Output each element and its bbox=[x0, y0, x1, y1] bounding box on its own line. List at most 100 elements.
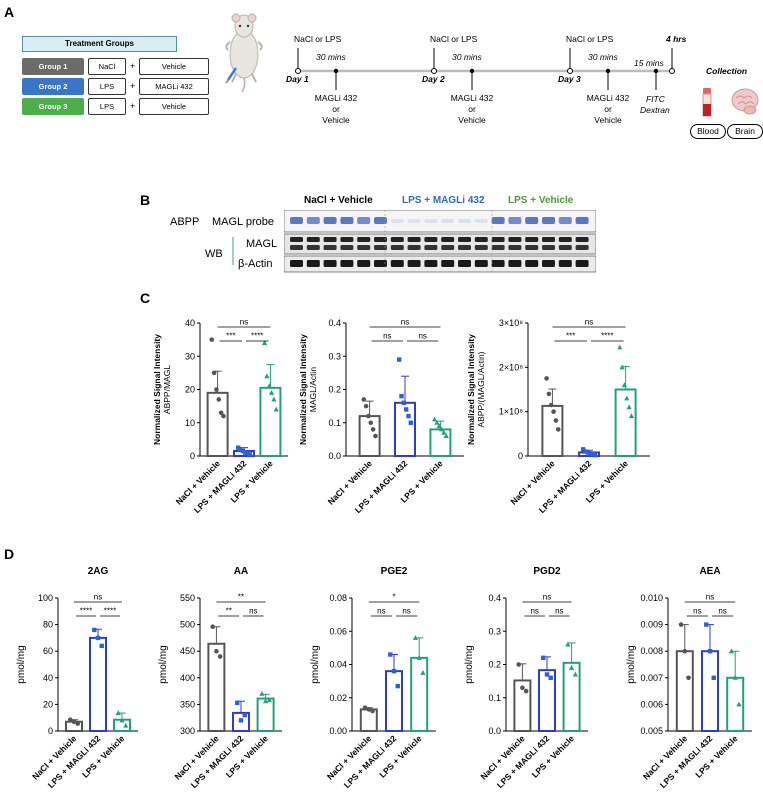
abpp-band bbox=[374, 217, 387, 224]
y-tick-label: 0.0 bbox=[488, 726, 501, 736]
data-point bbox=[370, 427, 376, 432]
drug-label-2: MAGLi 432 or Vehicle bbox=[448, 93, 496, 126]
injection-label-2: NaCl or LPS bbox=[430, 34, 478, 44]
y-axis-sublabel: MAGL/Actin bbox=[308, 367, 318, 413]
data-point bbox=[119, 717, 125, 723]
drug-label-line: Vehicle bbox=[322, 115, 350, 125]
magl-band bbox=[357, 237, 371, 242]
data-point bbox=[216, 397, 222, 402]
y-tick-label: 30 bbox=[185, 351, 195, 361]
significance-label: ns bbox=[402, 607, 410, 616]
magl-band bbox=[525, 237, 539, 242]
data-point bbox=[736, 701, 742, 707]
magl-band bbox=[441, 245, 455, 250]
data-point bbox=[67, 717, 73, 722]
actin-band bbox=[407, 260, 421, 267]
data-point bbox=[366, 707, 372, 712]
y-axis-label: Normalized Signal Intensity bbox=[298, 334, 308, 445]
group-first-2: LPS bbox=[88, 78, 126, 95]
data-point bbox=[217, 654, 223, 659]
y-axis-label: Normalized Signal Intensity bbox=[466, 334, 476, 445]
data-point bbox=[266, 697, 272, 703]
data-point bbox=[592, 452, 598, 458]
abpp-band bbox=[508, 217, 522, 224]
actin-band bbox=[357, 260, 371, 267]
magl-band bbox=[340, 237, 354, 242]
data-point bbox=[373, 433, 378, 439]
y-tick-label: 0 bbox=[48, 726, 53, 736]
data-point bbox=[624, 395, 630, 401]
abpp-band bbox=[575, 217, 589, 224]
magl-band bbox=[390, 237, 404, 242]
y-tick-label: 80 bbox=[43, 620, 53, 630]
y-tick-label: 0.3 bbox=[328, 351, 341, 361]
drug-label-1: MAGLi 432 or Vehicle bbox=[312, 93, 360, 126]
y-tick-label: 0.007 bbox=[640, 673, 663, 683]
data-point bbox=[388, 652, 393, 657]
data-point bbox=[443, 433, 449, 439]
end-marker bbox=[669, 68, 675, 74]
actin-band bbox=[542, 260, 555, 267]
data-point bbox=[682, 648, 688, 654]
drug-marker-3 bbox=[605, 68, 611, 74]
significance-label: ns bbox=[249, 607, 257, 616]
data-point bbox=[245, 450, 250, 455]
abpp-band bbox=[474, 219, 488, 223]
chart-title: 2AG bbox=[88, 566, 109, 577]
data-point bbox=[548, 402, 554, 408]
blot-actin-label: β-Actin bbox=[238, 258, 273, 270]
y-tick-label: 3×10⁸ bbox=[499, 318, 523, 328]
data-point bbox=[95, 635, 101, 641]
data-point bbox=[704, 622, 709, 627]
abpp-band bbox=[525, 217, 539, 224]
abpp-band bbox=[458, 219, 471, 223]
chart-8: 0.005 0.006 0.007 0.008 0.009 0.010 pmol/mg AEA… bbox=[626, 566, 752, 790]
y-tick-label: 0.1 bbox=[488, 693, 501, 703]
magl-band bbox=[424, 245, 438, 250]
bar bbox=[206, 391, 229, 458]
actin-band bbox=[525, 260, 539, 267]
significance-label: ns bbox=[693, 607, 701, 616]
data-point bbox=[580, 447, 586, 452]
blot-group-lps: LPS + Vehicle bbox=[508, 195, 574, 206]
data-point bbox=[218, 410, 224, 416]
significance-label: ** bbox=[238, 593, 244, 602]
fitc-marker bbox=[653, 68, 659, 74]
y-axis-label: pmol/mg bbox=[158, 645, 169, 683]
group-second-1: Vehicle bbox=[139, 58, 209, 75]
y-tick-label: 100 bbox=[38, 593, 53, 603]
blot-abpp-strip bbox=[284, 210, 596, 233]
y-axis-label: pmol/mg bbox=[16, 645, 27, 683]
magl-band bbox=[407, 237, 421, 242]
y-tick-label: 2×10⁸ bbox=[499, 362, 523, 372]
panel-label-a: A bbox=[4, 4, 15, 20]
data-point bbox=[555, 427, 561, 432]
group-label-1: Group 1 bbox=[22, 58, 84, 75]
data-point bbox=[396, 357, 402, 362]
y-axis-label: pmol/mg bbox=[464, 645, 475, 683]
data-point bbox=[403, 407, 409, 412]
data-point bbox=[99, 643, 104, 649]
data-point bbox=[686, 675, 691, 681]
data-point bbox=[621, 382, 628, 388]
data-point bbox=[572, 671, 578, 677]
magl-band bbox=[542, 237, 555, 242]
y-tick-label: 550 bbox=[180, 593, 195, 603]
data-point bbox=[259, 690, 265, 696]
actin-band bbox=[374, 260, 387, 267]
y-tick-label: 40 bbox=[43, 673, 53, 683]
data-point bbox=[209, 337, 215, 342]
data-point bbox=[626, 404, 632, 410]
data-point bbox=[214, 387, 219, 392]
data-point bbox=[707, 649, 713, 654]
panel-label-b: B bbox=[140, 192, 151, 208]
timeline bbox=[295, 48, 675, 90]
injection-label-3: NaCl or LPS bbox=[566, 34, 614, 44]
data-point bbox=[408, 420, 414, 425]
actin-band bbox=[340, 260, 354, 267]
data-point bbox=[406, 413, 411, 419]
data-point bbox=[585, 450, 591, 455]
data-point bbox=[368, 420, 374, 426]
abpp-band bbox=[407, 219, 421, 223]
